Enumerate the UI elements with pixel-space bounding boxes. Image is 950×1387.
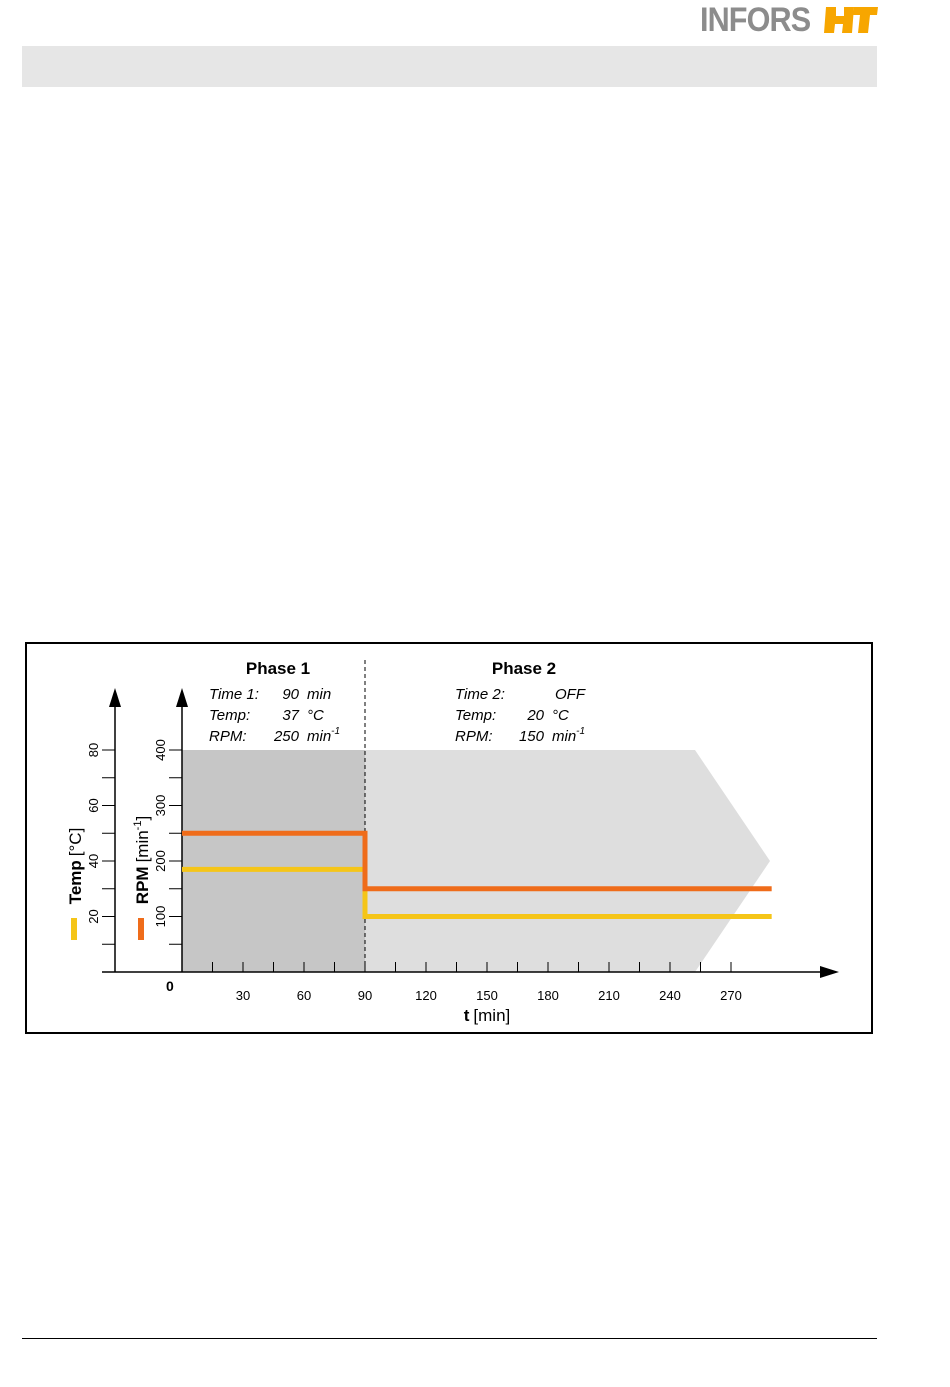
rpm-legend-swatch: [138, 918, 144, 940]
phase-row-label: Temp:: [455, 707, 496, 724]
chart-figure: 30 60 90 120 150 180 210 240 270 20 40 60 80 100 200 30…: [25, 642, 873, 1034]
x-axis-label-var: t: [464, 1006, 470, 1025]
x-tick-label: 240: [659, 988, 681, 1003]
rpm-series-line: [182, 830, 772, 892]
brand-name: INFORS: [700, 0, 811, 39]
temp-label-var: Temp: [66, 860, 85, 904]
phase-row-value: 250: [273, 728, 300, 745]
x-tick-label: 210: [598, 988, 620, 1003]
header-bar: [22, 46, 877, 87]
phase2-region: [365, 750, 770, 972]
rpm-label-unit: [min: [133, 830, 152, 862]
rpm-tick-label: 100: [153, 906, 168, 928]
temp-label-unit: [°C]: [66, 828, 85, 857]
rpm-label-var: RPM: [133, 866, 152, 904]
temp-axis-arrow: [109, 688, 121, 707]
ht-mark-icon: [824, 7, 878, 33]
phase-row-label: Time 2:: [455, 686, 505, 703]
phase-row-label: Time 1:: [209, 686, 259, 703]
temp-tick-label: 80: [86, 743, 101, 757]
x-axis-label-unit: [min]: [473, 1006, 510, 1025]
rpm-tick-label: 200: [153, 850, 168, 872]
svg-text:Temp[°C]: Temp [°C]: [66, 828, 85, 905]
footer-rule: [22, 1338, 877, 1339]
phase-row-label: RPM:: [455, 728, 493, 745]
chart-svg: 30 60 90 120 150 180 210 240 2702040608010020030…: [66, 659, 839, 1025]
rpm-label-sup: -1: [132, 821, 144, 831]
temp-tick-label: 60: [86, 798, 101, 812]
svg-text:RPM[min-1]: RPM [min-1]: [132, 816, 152, 904]
phase-row-unit: °C: [552, 707, 569, 724]
phase-row-value: 90: [282, 686, 299, 703]
rpm-axis-arrow: [176, 688, 188, 707]
phase1-region: [182, 750, 365, 972]
temp-series-line: [182, 866, 772, 919]
temp-tick-label: 20: [86, 909, 101, 923]
temp-legend-swatch: [71, 918, 77, 940]
phase-row-value: OFF: [555, 686, 586, 703]
phase-row-unit: min: [307, 686, 331, 703]
rpm-tick-label: 400: [153, 739, 168, 761]
rpm-axis-label: RPM [min-1]: [132, 816, 152, 904]
phase-row-unit: min-1: [552, 726, 585, 745]
brand-logo: INFORS: [700, 0, 878, 39]
rpm-label-close: ]: [133, 816, 152, 821]
phase-row-value: 150: [519, 728, 545, 745]
phase-row-unit: min-1: [307, 726, 340, 745]
x-tick-label: 180: [537, 988, 559, 1003]
x-tick-label: 60: [297, 988, 311, 1003]
x-tick-label: 120: [415, 988, 437, 1003]
phase-row-value: 37: [282, 707, 299, 724]
phase-row-value: 20: [526, 707, 544, 724]
phase2-title: Phase 2: [492, 659, 556, 678]
phase-row-unit: °C: [307, 707, 324, 724]
x-tick-label: 30: [236, 988, 250, 1003]
origin-label: 0: [166, 978, 174, 994]
rpm-tick-label: 300: [153, 795, 168, 817]
phase-row-label: RPM:: [209, 728, 247, 745]
temp-tick-label: 40: [86, 854, 101, 868]
x-tick-label: 90: [358, 988, 372, 1003]
x-axis-label: t [min]: [464, 1006, 511, 1025]
x-tick-label: 150: [476, 988, 498, 1003]
phase1-title: Phase 1: [246, 659, 310, 678]
phase-row-label: Temp:: [209, 707, 250, 724]
x-tick-label: 270: [720, 988, 742, 1003]
x-axis-arrow: [820, 966, 839, 978]
temp-axis-label: Temp [°C]: [66, 828, 85, 905]
